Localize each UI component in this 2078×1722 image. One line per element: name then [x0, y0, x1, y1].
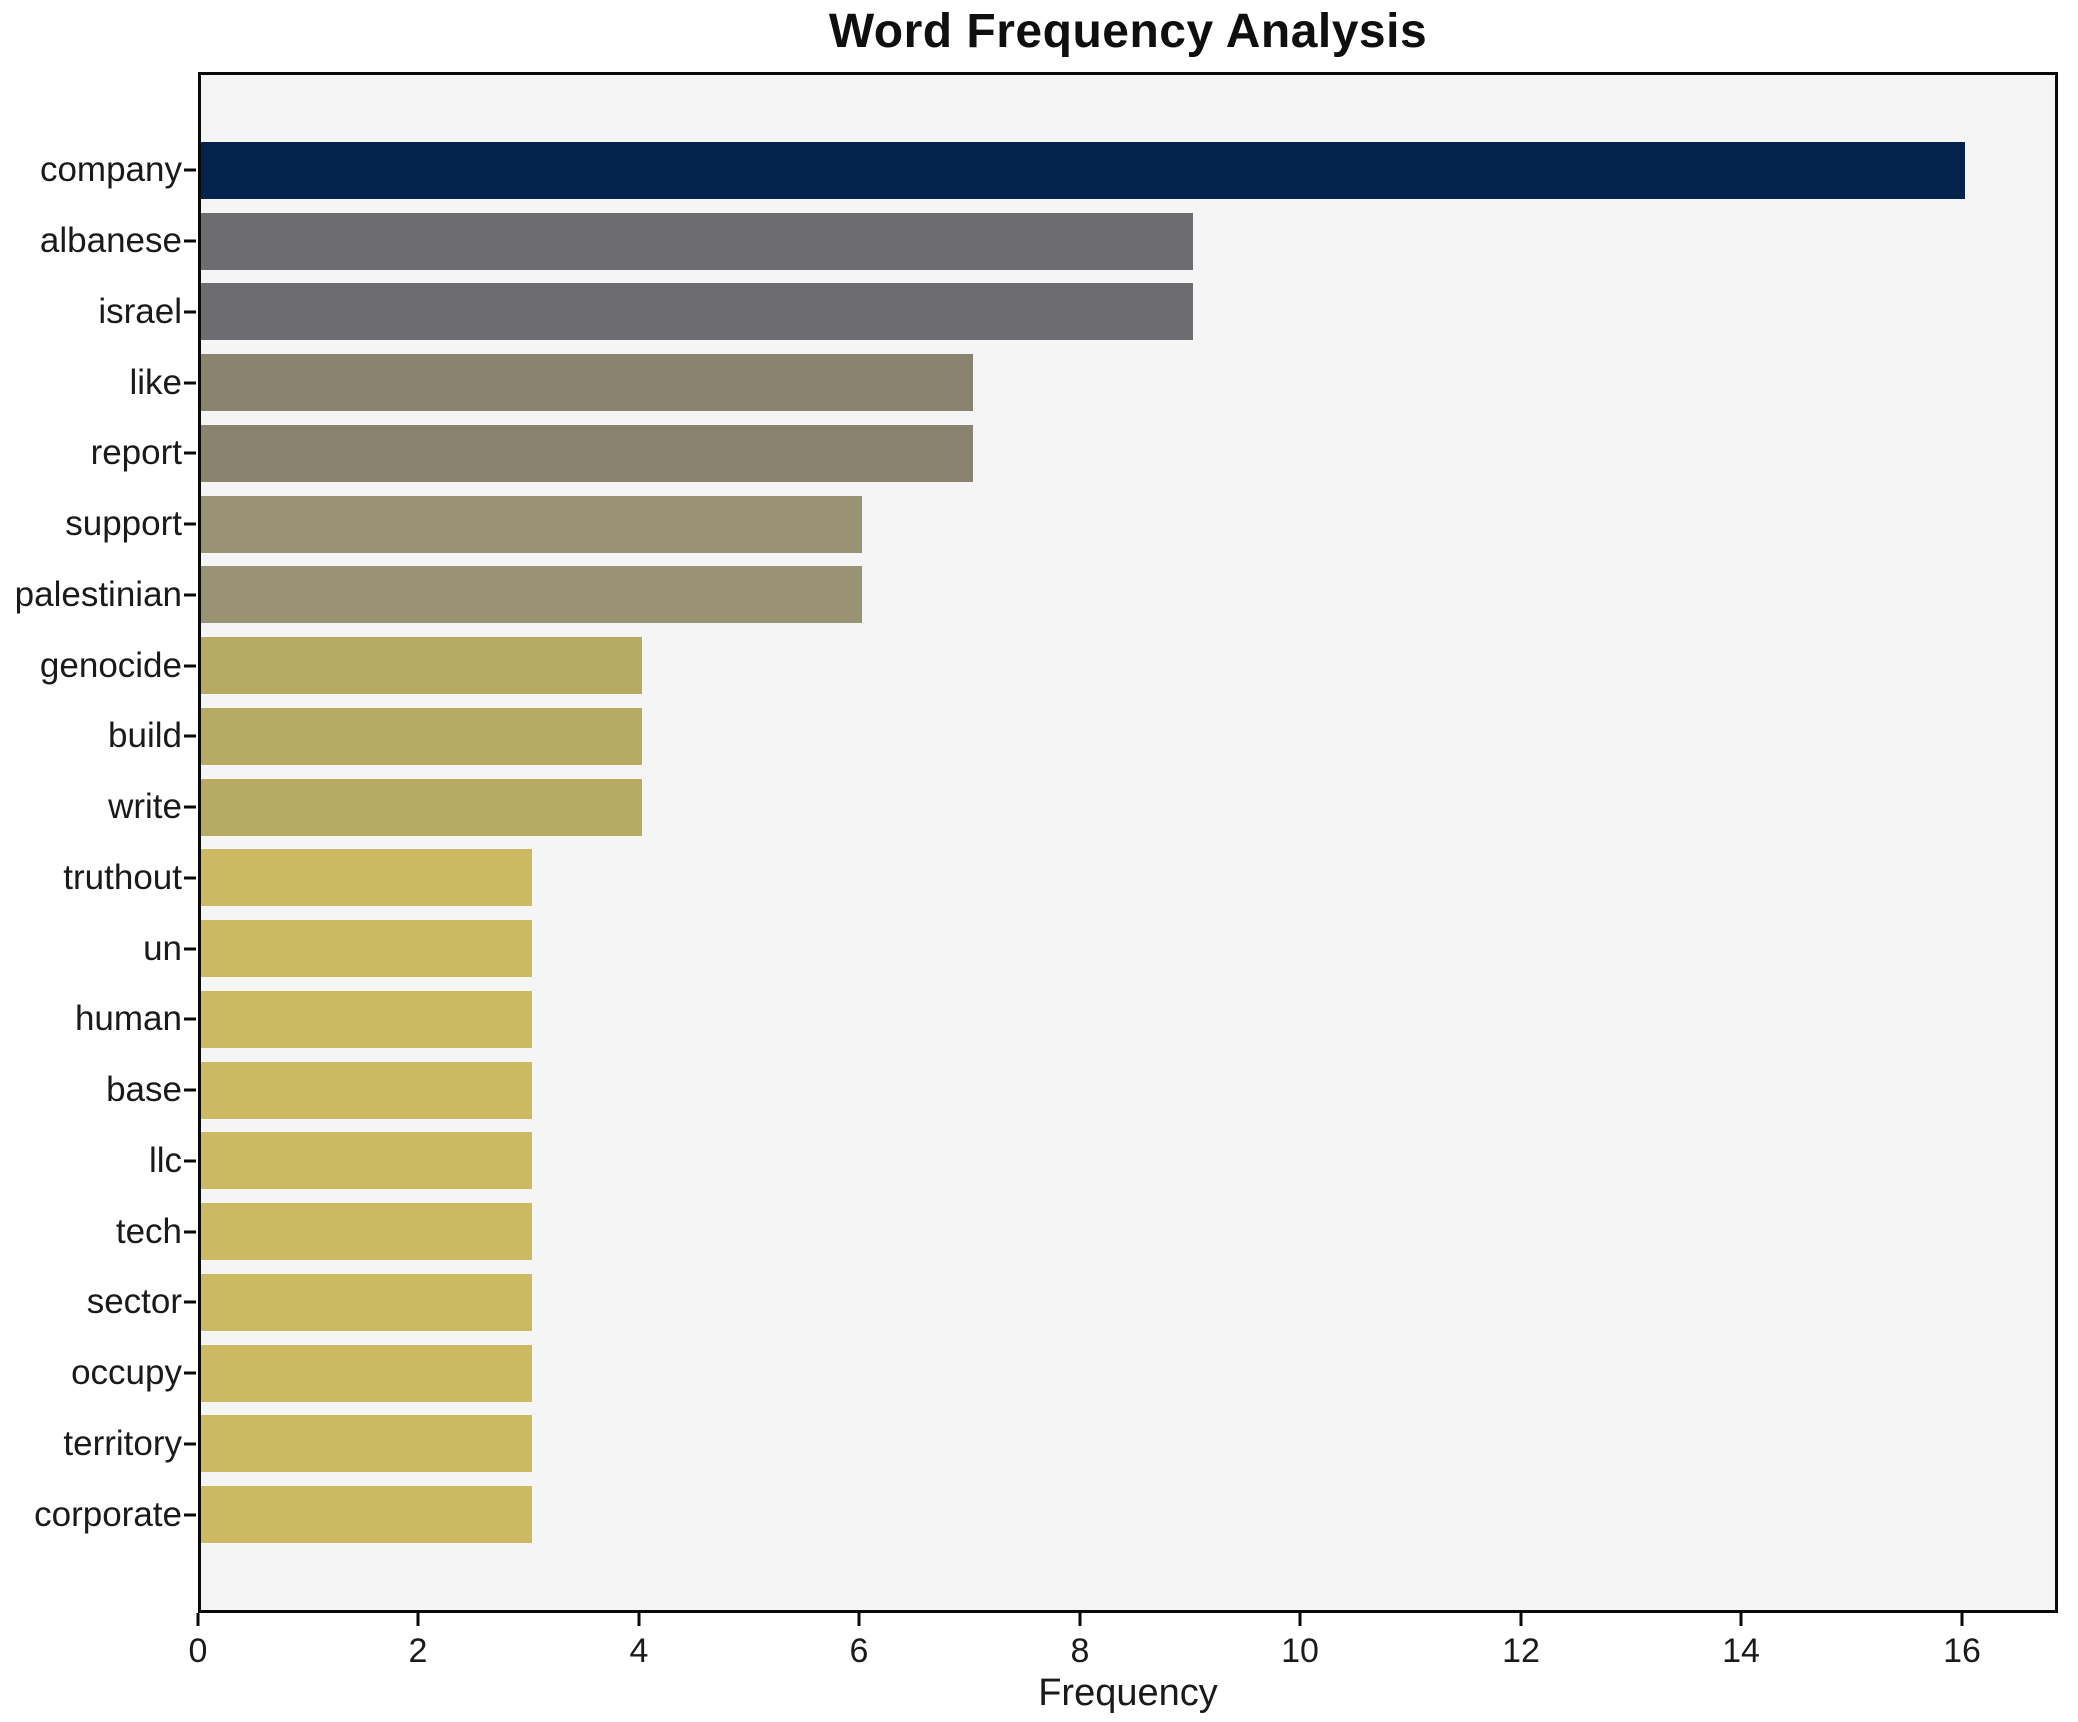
x-tick-mark	[196, 1613, 200, 1626]
y-tick-label: like	[129, 363, 182, 402]
y-tick-mark	[184, 239, 196, 243]
y-tick-label: company	[39, 150, 182, 189]
y-tick-mark	[184, 522, 196, 526]
y-tick-mark	[184, 1088, 196, 1092]
y-tick-label: base	[106, 1070, 182, 1109]
bar-build	[201, 708, 642, 765]
x-tick-label: 12	[1502, 1632, 1540, 1670]
x-tick-mark	[637, 1613, 641, 1626]
x-tick-label: 0	[188, 1632, 208, 1670]
bar-support	[201, 496, 862, 553]
y-tick-label: sector	[86, 1282, 182, 1321]
y-tick-label: albanese	[39, 221, 182, 260]
bar-occupy	[201, 1345, 532, 1402]
x-tick-mark	[857, 1613, 861, 1626]
bar-like	[201, 354, 973, 411]
y-tick-label: write	[108, 787, 182, 826]
bar-llc	[201, 1132, 532, 1189]
x-tick-label: 8	[1070, 1632, 1090, 1670]
y-tick-label: llc	[148, 1141, 182, 1180]
x-tick-label: 6	[849, 1632, 869, 1670]
plot-area	[198, 72, 2058, 1613]
x-tick-mark	[1960, 1613, 1964, 1626]
y-tick-mark	[184, 381, 196, 385]
y-tick-mark	[184, 734, 196, 738]
y-tick-label: report	[90, 433, 182, 472]
y-tick-mark	[184, 1442, 196, 1446]
y-tick-mark	[184, 1371, 196, 1375]
x-tick-mark	[1739, 1613, 1743, 1626]
bar-territory	[201, 1415, 532, 1472]
y-tick-mark	[184, 876, 196, 880]
y-tick-label: support	[65, 504, 182, 543]
x-tick-label: 4	[629, 1632, 649, 1670]
x-tick-mark	[1078, 1613, 1082, 1626]
y-tick-label: un	[143, 929, 182, 968]
y-tick-mark	[184, 1300, 196, 1304]
y-tick-label: israel	[98, 292, 182, 331]
y-tick-label: tech	[115, 1212, 182, 1251]
chart-title: Word Frequency Analysis	[828, 5, 1428, 58]
y-tick-label: occupy	[71, 1353, 182, 1392]
y-tick-mark	[184, 1017, 196, 1021]
x-tick-label: 2	[408, 1632, 428, 1670]
x-tick-mark	[1519, 1613, 1523, 1626]
bar-company	[201, 142, 1965, 199]
bar-palestinian	[201, 566, 862, 623]
bar-human	[201, 991, 532, 1048]
y-tick-label: human	[74, 999, 182, 1038]
y-tick-mark	[184, 805, 196, 809]
y-tick-mark	[184, 1513, 196, 1517]
bar-base	[201, 1062, 532, 1119]
bar-tech	[201, 1203, 532, 1260]
y-tick-mark	[184, 168, 196, 172]
bar-un	[201, 920, 532, 977]
bar-write	[201, 779, 642, 836]
y-tick-mark	[184, 664, 196, 668]
bar-albanese	[201, 213, 1193, 270]
bar-israel	[201, 283, 1193, 340]
y-tick-mark	[184, 593, 196, 597]
x-axis-title: Frequency	[1038, 1672, 1218, 1714]
x-tick-label: 16	[1943, 1632, 1981, 1670]
bar-genocide	[201, 637, 642, 694]
x-tick-label: 10	[1281, 1632, 1319, 1670]
y-tick-label: corporate	[34, 1495, 182, 1534]
y-tick-label: truthout	[63, 858, 182, 897]
x-tick-mark	[416, 1613, 420, 1626]
y-tick-label: palestinian	[14, 575, 182, 614]
bar-truthout	[201, 849, 532, 906]
y-tick-label: genocide	[39, 646, 182, 685]
bar-report	[201, 425, 973, 482]
x-tick-label: 14	[1722, 1632, 1760, 1670]
y-tick-mark	[184, 1159, 196, 1163]
y-tick-mark	[184, 310, 196, 314]
y-tick-label: territory	[63, 1424, 182, 1463]
y-tick-mark	[184, 947, 196, 951]
bar-corporate	[201, 1486, 532, 1543]
y-tick-label: build	[108, 716, 182, 755]
y-tick-mark	[184, 1230, 196, 1234]
x-tick-mark	[1298, 1613, 1302, 1626]
bar-sector	[201, 1274, 532, 1331]
y-tick-mark	[184, 451, 196, 455]
